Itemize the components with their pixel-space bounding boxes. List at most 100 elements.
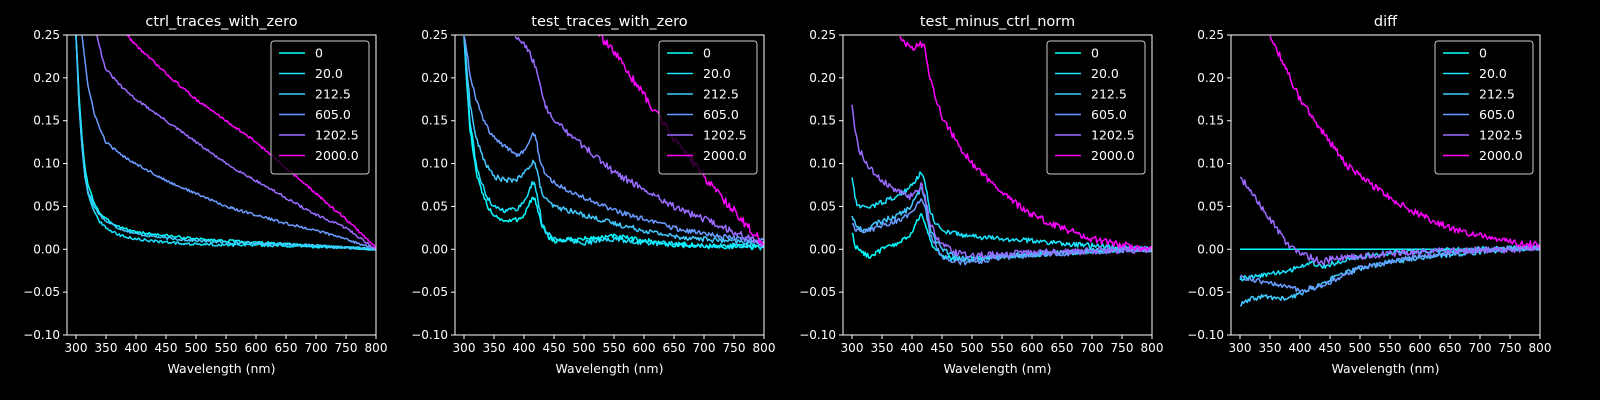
legend-label: 2000.0 — [703, 148, 747, 163]
x-tick-label: 700 — [1081, 341, 1104, 355]
series-line — [126, 35, 376, 249]
legend-label: 605.0 — [315, 107, 351, 122]
series-line — [96, 35, 376, 250]
y-tick-label: 0.10 — [1197, 157, 1224, 171]
x-tick-label: 600 — [245, 341, 268, 355]
y-tick-label: 0.20 — [421, 71, 448, 85]
x-tick-label: 550 — [215, 341, 238, 355]
x-tick-label: 450 — [155, 341, 178, 355]
legend-label: 20.0 — [315, 66, 343, 81]
y-tick-label: 0.15 — [33, 114, 60, 128]
legend-label: 20.0 — [1479, 66, 1507, 81]
legend-label: 212.5 — [703, 87, 739, 102]
chart-title: diff — [1374, 14, 1398, 30]
x-tick-label: 750 — [1111, 341, 1134, 355]
series-line — [463, 36, 764, 247]
y-tick-label: 0.00 — [1197, 242, 1224, 256]
x-tick-label: 350 — [871, 341, 894, 355]
y-tick-label: 0.20 — [809, 71, 836, 85]
y-tick-label: −0.05 — [411, 285, 448, 299]
x-tick-label: 700 — [693, 341, 716, 355]
series-line — [851, 198, 1152, 266]
chart-title: ctrl_traces_with_zero — [145, 14, 297, 30]
x-tick-label: 450 — [931, 341, 954, 355]
legend-label: 605.0 — [703, 107, 739, 122]
y-tick-label: 0.10 — [33, 157, 60, 171]
legend-label: 2000.0 — [315, 148, 359, 163]
series-group — [463, 35, 764, 251]
x-tick-label: 500 — [961, 341, 984, 355]
x-tick-label: 350 — [1259, 341, 1282, 355]
series-group — [75, 35, 376, 251]
y-tick-label: 0.10 — [421, 157, 448, 171]
legend-label: 0 — [1479, 46, 1487, 61]
x-tick-label: 550 — [603, 341, 626, 355]
x-tick-label: 750 — [1499, 341, 1522, 355]
legend-label: 1202.5 — [1091, 128, 1135, 143]
series-line — [899, 35, 1152, 252]
legend-label: 212.5 — [1479, 87, 1515, 102]
legend-label: 0 — [1091, 46, 1099, 61]
x-tick-label: 800 — [1529, 341, 1552, 355]
y-tick-label: 0.15 — [809, 114, 836, 128]
y-tick-label: −0.10 — [411, 328, 448, 342]
series-line — [851, 104, 1152, 260]
legend-label: 212.5 — [1091, 87, 1127, 102]
x-tick-label: 800 — [753, 341, 776, 355]
y-tick-label: 0.15 — [421, 114, 448, 128]
legend-label: 0 — [703, 46, 711, 61]
series-group — [851, 35, 1152, 266]
series-line — [514, 35, 764, 248]
series-line — [463, 35, 764, 243]
legend-label: 2000.0 — [1479, 148, 1523, 163]
axes-frame — [842, 34, 1153, 336]
chart-title: test_traces_with_zero — [531, 14, 688, 30]
series-line — [75, 35, 376, 251]
legend-label: 20.0 — [703, 66, 731, 81]
legend-label: 1202.5 — [315, 128, 359, 143]
x-tick-label: 600 — [1021, 341, 1044, 355]
legend-label: 0 — [315, 46, 323, 61]
y-tick-label: 0.10 — [809, 157, 836, 171]
x-tick-label: 500 — [573, 341, 596, 355]
x-tick-label: 550 — [991, 341, 1014, 355]
y-tick-label: 0.25 — [33, 28, 60, 42]
x-tick-label: 700 — [305, 341, 328, 355]
x-axis-label: Wavelength (nm) — [168, 361, 276, 376]
chart-panel: ctrl_traces_with_zero 300 350 400 450 500 550 6… — [23, 14, 387, 376]
legend: 0 20.0 212.5 605.0 1202.5 2000.0 — [270, 40, 370, 175]
y-tick-label: 0.25 — [1197, 28, 1224, 42]
chart-panel: diff 300 350 400 450 500 550 600 650 700 750 800 −0.… — [1187, 14, 1551, 376]
axes-frame — [454, 34, 765, 336]
x-tick-label: 500 — [185, 341, 208, 355]
x-tick-label: 450 — [543, 341, 566, 355]
y-tick-label: −0.05 — [1187, 285, 1224, 299]
x-tick-label: 650 — [1439, 341, 1462, 355]
y-tick-label: 0.05 — [809, 199, 836, 213]
y-tick-label: 0.25 — [421, 28, 448, 42]
axes-frame — [66, 34, 377, 336]
x-tick-label: 300 — [453, 341, 476, 355]
y-tick-label: 0.20 — [1197, 71, 1224, 85]
legend-label: 1202.5 — [703, 128, 747, 143]
series-line — [1239, 176, 1540, 266]
x-tick-label: 400 — [1289, 341, 1312, 355]
x-tick-label: 300 — [1229, 341, 1252, 355]
x-tick-label: 400 — [901, 341, 924, 355]
x-axis-label: Wavelength (nm) — [1332, 361, 1440, 376]
y-tick-label: −0.10 — [799, 328, 836, 342]
legend-label: 212.5 — [315, 87, 351, 102]
x-tick-label: 300 — [841, 341, 864, 355]
series-group — [1239, 35, 1540, 307]
y-tick-label: −0.05 — [799, 285, 836, 299]
x-tick-label: 350 — [95, 341, 118, 355]
legend-label: 1202.5 — [1479, 128, 1523, 143]
x-tick-label: 750 — [723, 341, 746, 355]
legend: 0 20.0 212.5 605.0 1202.5 2000.0 — [658, 40, 758, 175]
y-tick-label: −0.10 — [1187, 328, 1224, 342]
x-axis-label: Wavelength (nm) — [944, 361, 1052, 376]
x-tick-label: 650 — [275, 341, 298, 355]
series-line — [1269, 35, 1540, 249]
x-tick-label: 800 — [365, 341, 388, 355]
